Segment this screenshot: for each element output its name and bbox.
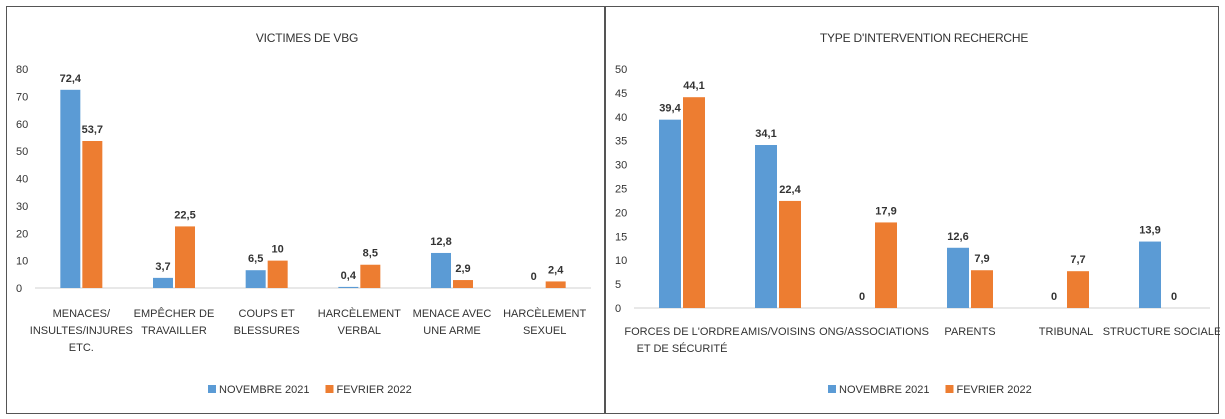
chart-1-category-label: BLESSURES [234, 325, 300, 337]
chart-2-bar-nov2021 [659, 119, 681, 308]
chart-1-bar-fev2022 [360, 264, 381, 288]
chart-1-category-label: HARCÈLEMENT [503, 307, 586, 320]
chart-2-bar-fev2022 [683, 97, 705, 309]
chart-1-data-label: 53,7 [82, 124, 103, 136]
chart-victimes-svg: VICTIMES DE VBG 0 10 20 30 40 50 60 70 80 72,4 53,7… [16, 31, 591, 396]
chart-1-data-label: 72,4 [60, 73, 82, 85]
chart-2-data-label: 13,9 [1139, 225, 1160, 237]
chart-1-data-label: 3,7 [155, 261, 170, 273]
chart-2-bar-fev2022 [779, 200, 801, 308]
chart-1-category-label: HARCÈLEMENT [318, 307, 401, 320]
chart-1-data-label: 0 [531, 271, 537, 283]
chart-1-data-label: 0,4 [341, 270, 357, 282]
chart-1-category-label: INSULTES/INJURES [30, 325, 133, 337]
chart-2-bar-fev2022 [1067, 271, 1089, 308]
chart-1-data-label: 8,5 [363, 248, 378, 260]
chart-1-ytick-label: 80 [16, 64, 28, 76]
chart-2-category-label: TRIBUNAL [1039, 326, 1093, 338]
chart-2-bar-nov2021 [755, 145, 777, 308]
chart-1-bar-nov2021 [431, 252, 451, 288]
chart-2-ytick-label: 20 [615, 207, 627, 219]
chart-1-category-label: MENACES/ [53, 308, 111, 320]
chart-1-legend-swatch-fev2022 [325, 385, 334, 393]
chart-2-category-label: ONG/ASSOCIATIONS [819, 326, 929, 338]
chart-2-data-label: 0 [1171, 291, 1177, 303]
chart-2-data-label: 7,7 [1070, 254, 1085, 266]
chart-2-data-label: 0 [859, 291, 865, 303]
chart-2-ytick-label: 0 [615, 303, 621, 315]
chart-1-data-label: 22,5 [174, 209, 195, 221]
chart-2-data-label: 44,1 [683, 80, 704, 92]
chart-2-category-label: ET DE SÉCURITÉ [637, 342, 728, 355]
chart-1-category-label: VERBAL [338, 325, 381, 337]
chart-1-ytick-label: 20 [16, 228, 28, 240]
chart-2-legend-swatch-fev2022 [945, 385, 954, 393]
chart-1-category-label: SEXUEL [523, 325, 566, 337]
chart-1-bar-fev2022 [175, 226, 195, 288]
chart-1-ytick-label: 0 [16, 283, 22, 295]
chart-1-data-label: 6,5 [248, 253, 263, 265]
chart-1-bar-nov2021 [153, 277, 173, 288]
chart-2-ytick-label: 15 [615, 231, 627, 243]
chart-1-ytick-label: 60 [16, 119, 28, 131]
chart-2-data-label: 22,4 [779, 184, 801, 196]
chart-2-ytick-label: 45 [615, 88, 627, 100]
chart-1-data-label: 12,8 [430, 236, 451, 248]
chart-1-data-label: 10 [272, 244, 284, 256]
chart-1-legend-label: FEVRIER 2022 [336, 384, 411, 396]
chart-1-ytick-label: 50 [16, 146, 28, 158]
chart-2-title: TYPE D'INTERVENTION RECHERCHE [820, 31, 1028, 45]
chart-1-bar-fev2022 [545, 281, 566, 288]
chart-1-ytick-label: 70 [16, 91, 28, 103]
chart-1-legend-swatch-nov2021 [208, 385, 216, 393]
chart-2-legend-swatch-nov2021 [828, 385, 836, 393]
chart-1-ytick-label: 40 [16, 174, 28, 186]
chart-1-bar-fev2022 [453, 280, 473, 288]
chart-2-data-label: 7,9 [974, 253, 989, 265]
chart-2-ytick-label: 35 [615, 136, 627, 148]
chart-1-category-label: EMPÊCHER DE [134, 307, 215, 320]
chart-2-bar-fev2022 [875, 222, 897, 308]
chart-1-data-label: 2,4 [548, 264, 564, 276]
chart-1-category-label: COUPS ET [239, 308, 296, 320]
chart-1-bar-nov2021 [60, 89, 81, 289]
chart-1-bar-fev2022 [82, 140, 103, 288]
chart-2-data-label: 39,4 [659, 103, 681, 115]
chart-2-data-label: 17,9 [875, 205, 896, 217]
chart-2-bar-nov2021 [947, 247, 969, 308]
chart-panel-victimes: VICTIMES DE VBG 0 10 20 30 40 50 60 70 80 72,4 53,7… [6, 6, 605, 414]
chart-1-category-label: UNE ARME [423, 325, 480, 337]
chart-2-data-label: 12,6 [947, 231, 968, 243]
chart-1-category-label: MENACE AVEC [413, 308, 492, 320]
chart-2-bar-nov2021 [1139, 241, 1161, 308]
chart-2-category-label: FORCES DE L'ORDRE [624, 326, 739, 338]
chart-2-ytick-label: 5 [615, 279, 621, 291]
chart-1-category-label: TRAVAILLER [141, 325, 207, 337]
chart-1-bar-fev2022 [267, 260, 288, 288]
chart-1-bar-nov2021 [338, 286, 359, 288]
chart-2-ytick-label: 25 [615, 184, 627, 196]
chart-1-data-label: 2,9 [455, 263, 470, 275]
chart-2-ytick-label: 40 [615, 112, 627, 124]
chart-2-bar-fev2022 [971, 270, 993, 308]
chart-2-data-label: 34,1 [755, 128, 776, 140]
chart-2-category-label: AMIS/VOISINS [741, 326, 816, 338]
chart-1-bar-nov2021 [245, 270, 266, 288]
chart-2-ytick-label: 50 [615, 64, 627, 76]
chart-2-ytick-label: 10 [615, 255, 627, 267]
chart-1-category-label: ETC. [69, 342, 94, 354]
chart-1-title: VICTIMES DE VBG [256, 31, 358, 45]
chart-panel-intervention: TYPE D'INTERVENTION RECHERCHE 0 5 10 15 20 25 3… [605, 6, 1220, 414]
chart-2-data-label: 0 [1051, 291, 1057, 303]
chart-2-ytick-label: 30 [615, 160, 627, 172]
chart-1-legend-label: NOVEMBRE 2021 [219, 384, 309, 396]
chart-intervention-svg: TYPE D'INTERVENTION RECHERCHE 0 5 10 15 20 25 3… [615, 31, 1220, 396]
chart-1-ytick-label: 30 [16, 201, 28, 213]
chart-2-category-label: STRUCTURE SOCIALE [1103, 326, 1220, 338]
chart-2-category-label: PARENTS [944, 326, 995, 338]
chart-1-ytick-label: 10 [16, 256, 28, 268]
chart-2-legend-label: FEVRIER 2022 [956, 384, 1031, 396]
chart-2-legend-label: NOVEMBRE 2021 [839, 384, 929, 396]
